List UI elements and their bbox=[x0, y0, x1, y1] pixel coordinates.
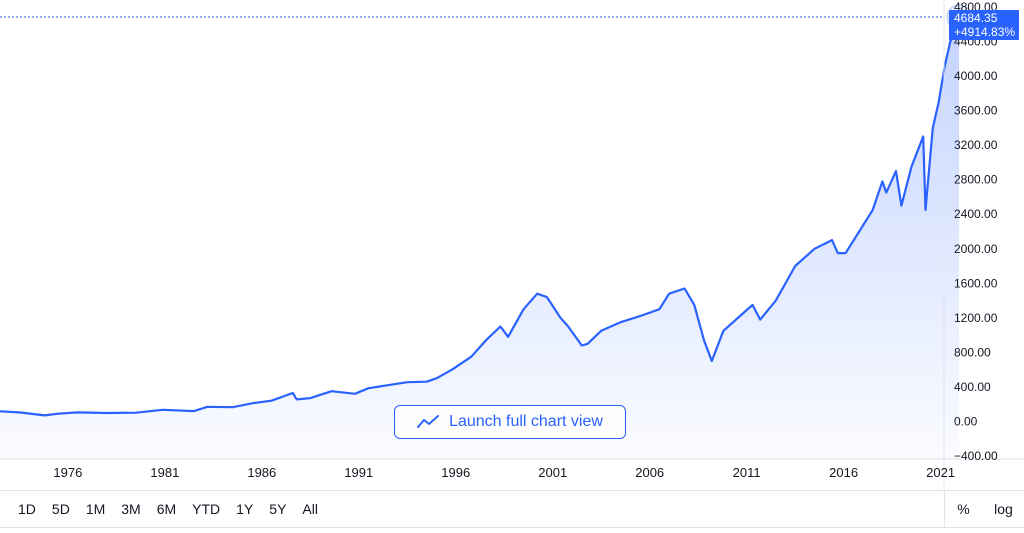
last-price-tag: 4684.35 +4914.83% bbox=[949, 9, 1019, 40]
y-tick-label: 2000.00 bbox=[954, 242, 998, 256]
y-tick-label: 800.00 bbox=[954, 345, 991, 359]
y-tick-label: 2800.00 bbox=[954, 173, 998, 187]
x-tick-label: 2006 bbox=[635, 465, 664, 480]
range-toolbar: 1D 5D 1M 3M 6M YTD 1Y 5Y All % log bbox=[0, 491, 1024, 527]
y-tick-label: 3600.00 bbox=[954, 104, 998, 118]
bottom-border bbox=[0, 527, 1024, 528]
price-chart[interactable]: 4800.004400.004000.003600.003200.002800.… bbox=[0, 0, 1024, 490]
plot-area bbox=[0, 4, 972, 459]
x-tick-label: 1976 bbox=[53, 465, 82, 480]
range-5d-button[interactable]: 5D bbox=[51, 501, 70, 517]
percent-scale-button[interactable]: % bbox=[957, 501, 970, 517]
price-line bbox=[0, 16, 961, 417]
time-axis[interactable]: 1976 1981 1986 1991 1996 2001 2006 2011 2016 2021 bbox=[53, 465, 955, 480]
y-tick-label: 3200.00 bbox=[954, 138, 998, 152]
last-price-tag-bg bbox=[949, 9, 1019, 40]
x-tick-label: 1991 bbox=[344, 465, 373, 480]
range-1d-button[interactable]: 1D bbox=[18, 501, 36, 517]
launch-full-chart-label: Launch full chart view bbox=[449, 413, 603, 430]
scale-controls: % log bbox=[944, 491, 1024, 527]
log-scale-button[interactable]: log bbox=[994, 501, 1013, 517]
y-tick-label: 2400.00 bbox=[954, 207, 998, 221]
x-tick-label: 2001 bbox=[538, 465, 567, 480]
last-price-value: 4684.35 bbox=[954, 11, 998, 25]
range-1m-button[interactable]: 1M bbox=[85, 501, 106, 517]
range-6m-button[interactable]: 6M bbox=[156, 501, 177, 517]
range-3m-button[interactable]: 3M bbox=[121, 501, 141, 517]
range-all-button[interactable]: All bbox=[302, 501, 318, 517]
range-5y-button[interactable]: 5Y bbox=[269, 501, 287, 517]
chart-line-icon bbox=[417, 415, 440, 428]
x-tick-label: 1986 bbox=[247, 465, 276, 480]
price-area bbox=[0, 17, 959, 459]
price-axis[interactable]: 4800.004400.004000.003600.003200.002800.… bbox=[954, 0, 998, 463]
last-price-change: +4914.83% bbox=[954, 25, 1015, 39]
x-tick-label: 1996 bbox=[441, 465, 470, 480]
y-tick-label: 400.00 bbox=[954, 380, 991, 394]
launch-full-chart-button[interactable]: Launch full chart view bbox=[394, 405, 626, 439]
x-tick-label: 2011 bbox=[733, 465, 761, 480]
y-tick-label: −400.00 bbox=[954, 449, 998, 463]
range-selector: 1D 5D 1M 3M 6M YTD 1Y 5Y All bbox=[0, 497, 326, 521]
y-tick-label: 1600.00 bbox=[954, 276, 998, 290]
x-tick-label: 2021 bbox=[926, 465, 955, 480]
y-tick-label: 0.00 bbox=[954, 414, 978, 428]
range-ytd-button[interactable]: YTD bbox=[192, 501, 221, 517]
y-tick-label: 4000.00 bbox=[954, 69, 998, 83]
y-tick-label: 1200.00 bbox=[954, 311, 998, 325]
range-1y-button[interactable]: 1Y bbox=[236, 501, 254, 517]
toolbar-divider bbox=[0, 490, 1024, 491]
x-tick-label: 1981 bbox=[150, 465, 179, 480]
x-tick-label: 2016 bbox=[829, 465, 858, 480]
